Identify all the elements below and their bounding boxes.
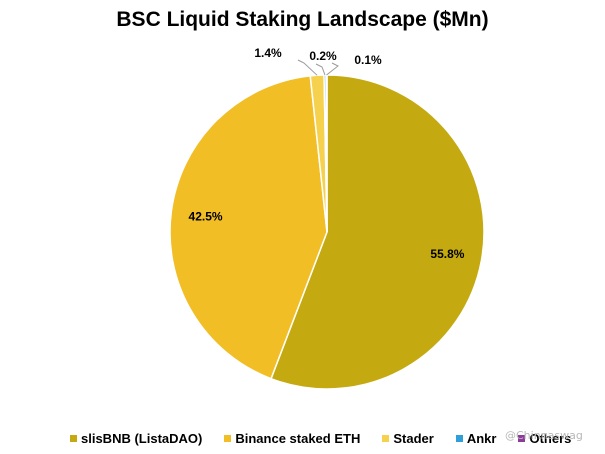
legend-item: Binance staked ETH <box>224 431 360 446</box>
data-label: 1.4% <box>254 46 282 60</box>
chart-legend: slisBNB (ListaDAO) Binance staked ETH Stad… <box>70 431 605 446</box>
legend-swatch <box>382 435 390 442</box>
legend-swatch <box>518 435 526 442</box>
legend-swatch <box>70 435 77 442</box>
leader-line <box>315 63 326 76</box>
leader-line <box>297 59 318 76</box>
watermark-text: @Chinnaswag <box>505 429 583 442</box>
data-label: 0.2% <box>309 49 337 63</box>
legend-label: slisBNB (ListaDAO) <box>81 431 203 446</box>
data-label: 0.1% <box>354 53 382 67</box>
data-label: 42.5% <box>189 209 223 223</box>
legend-swatch <box>224 435 232 442</box>
pie-slice-slisbnb-listadao <box>270 74 485 390</box>
pie-slice-binance-staked-eth <box>169 75 328 380</box>
pie-slice-others <box>325 74 328 233</box>
legend-label: Ankr <box>466 431 497 446</box>
legend-label: Stader <box>393 431 434 446</box>
legend-label: Others <box>529 431 572 446</box>
legend-label: Binance staked ETH <box>235 431 361 446</box>
leader-line <box>326 62 339 76</box>
legend-swatch <box>455 435 463 442</box>
data-label: 55.8% <box>430 247 464 261</box>
chart-title: BSC Liquid Staking Landscape ($Mn) <box>116 8 489 31</box>
legend-item: Ankr <box>455 431 497 446</box>
legend-item: Stader <box>382 431 434 446</box>
legend-item: Others <box>518 431 571 446</box>
legend-item: slisBNB (ListaDAO) <box>70 431 202 446</box>
